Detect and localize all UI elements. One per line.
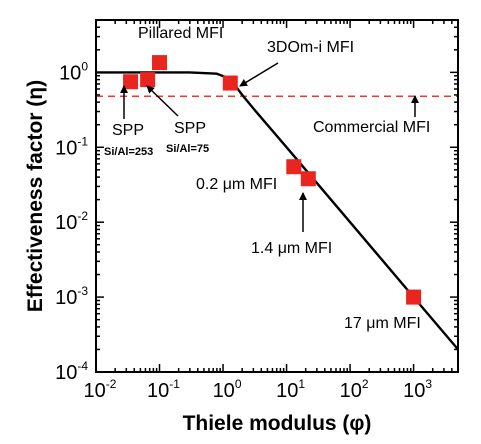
data-marker <box>286 159 302 175</box>
annotation-commercial-mfi: Commercial MFI <box>313 119 430 136</box>
y-tick-label: 10-1 <box>55 134 88 159</box>
x-tick-label: 103 <box>403 377 432 402</box>
x-tick-label: 101 <box>276 377 305 402</box>
data-markers <box>123 55 422 305</box>
y-tick-label: 10-4 <box>55 359 88 384</box>
annotation-17um-mfi: 17 μm MFI <box>344 315 421 332</box>
data-marker <box>406 289 422 305</box>
annotation-0-2um-mfi: 0.2 μm MFI <box>196 176 277 193</box>
y-axis-ticks: 10-4 10-3 10-2 10-1 100 <box>55 19 458 384</box>
x-tick-label: 100 <box>213 377 242 402</box>
data-marker <box>222 75 238 91</box>
data-marker <box>300 171 316 187</box>
arrow-spp-75 <box>146 85 179 117</box>
x-tick-label: 10-1 <box>147 377 180 402</box>
y-axis-title: Effectiveness factor (η) <box>24 80 47 312</box>
effectiveness-curve <box>96 71 459 351</box>
annotation-spp-253: SPP <box>112 122 144 139</box>
data-marker <box>140 72 156 88</box>
annotation-pillared-mfi: Pillared MFI <box>138 25 223 42</box>
annotation-spp-75-ratio: Si/Al=75 <box>166 143 209 155</box>
arrow-3dom-i-mfi <box>239 62 279 87</box>
annotation-spp-253-ratio: Si/Al=253 <box>104 146 153 158</box>
annotation-1-4um-mfi: 1.4 μm MFI <box>251 240 332 257</box>
x-tick-label: 10-2 <box>84 377 117 402</box>
x-axis-title: Thiele modulus (φ) <box>183 412 372 435</box>
data-marker <box>123 74 139 90</box>
x-axis-ticks: 10-2 10-1 100 101 102 103 <box>84 20 459 402</box>
annotation-spp-75: SPP <box>174 120 206 137</box>
data-marker <box>152 55 168 71</box>
annotation-3dom-i-mfi: 3DOm-i MFI <box>267 39 354 56</box>
y-tick-label: 10-3 <box>55 284 88 309</box>
x-tick-label: 102 <box>340 377 369 402</box>
plot-frame <box>95 19 459 373</box>
y-tick-label: 100 <box>59 59 88 84</box>
y-tick-label: 10-2 <box>55 209 88 234</box>
